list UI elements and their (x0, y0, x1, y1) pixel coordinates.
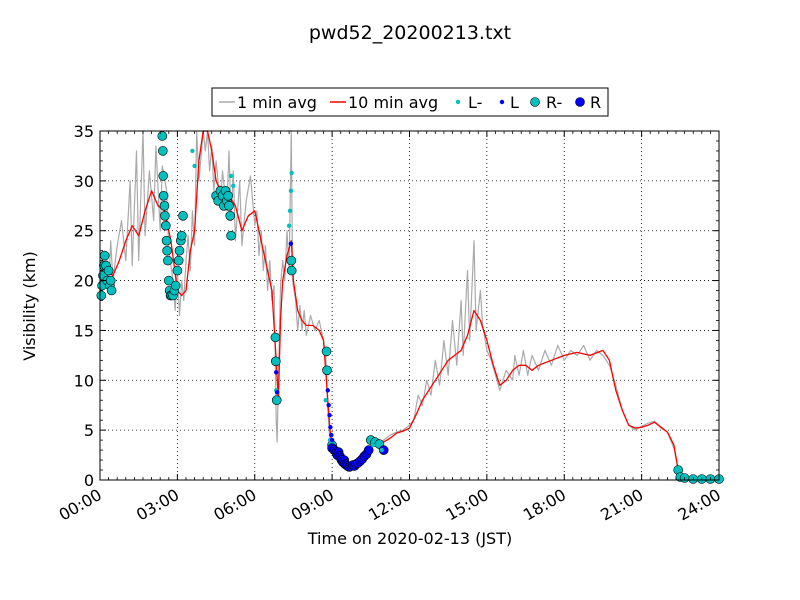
x-axis-label: Time on 2020-02-13 (JST) (307, 529, 512, 548)
legend-swatch-l (455, 99, 461, 105)
r-marker (226, 230, 236, 241)
r-marker (286, 255, 297, 266)
r-marker (96, 290, 107, 301)
l-marker (325, 388, 330, 393)
l-marker (190, 148, 195, 154)
legend-label-r: R- (546, 93, 562, 112)
l-marker (329, 437, 335, 443)
r-marker (321, 346, 332, 357)
r-marker (99, 250, 110, 261)
legend-swatch-r (530, 97, 540, 107)
l-marker (323, 398, 328, 403)
y-tick-label: 15 (74, 321, 94, 340)
l-marker (288, 188, 294, 193)
r-marker (103, 265, 114, 276)
y-tick-label: 0 (84, 471, 94, 490)
r-marker (105, 275, 116, 286)
l-marker (379, 447, 384, 453)
r-marker (161, 235, 172, 246)
r-marker (174, 245, 185, 256)
y-tick-label: 5 (84, 421, 94, 440)
y-tick-label: 10 (74, 371, 94, 390)
chart-title: pwd52_20200213.txt (309, 22, 511, 44)
l-marker (231, 183, 236, 188)
l-marker (192, 163, 197, 169)
legend-box (211, 87, 609, 117)
y-tick-label: 25 (74, 222, 94, 241)
r-marker (163, 255, 173, 266)
r-marker (164, 275, 174, 286)
legend-label-10-min-avg: 10 min avg (348, 93, 438, 112)
r-marker (286, 265, 297, 276)
r-marker (157, 131, 168, 141)
r-marker (225, 211, 235, 221)
r-marker (270, 332, 281, 343)
r-marker (162, 245, 172, 256)
r-marker (176, 230, 187, 241)
l-marker (328, 425, 333, 430)
y-axis-label: Visibility (km) (20, 251, 39, 360)
l-marker (274, 370, 279, 375)
l-marker (274, 390, 280, 395)
r-marker (160, 211, 170, 221)
r-marker (158, 171, 168, 181)
legend-swatch-l (499, 99, 505, 105)
legend-swatch-r (575, 97, 585, 107)
r-marker (363, 445, 374, 455)
legend-label-l: L (510, 93, 519, 112)
r-marker (158, 146, 168, 156)
r-marker (322, 365, 332, 376)
l-marker (370, 442, 376, 448)
l-marker (286, 223, 292, 228)
r-marker (223, 191, 233, 201)
r-marker (224, 201, 234, 211)
legend-label-r: R (590, 93, 601, 112)
legend: 1 min avg 10 min avg L- L R- R (211, 87, 609, 117)
y-tick-label: 20 (74, 272, 94, 291)
r-marker (158, 191, 169, 201)
r-marker (106, 285, 117, 296)
r-marker (178, 211, 188, 221)
r-marker (270, 356, 281, 367)
r-marker (172, 265, 183, 276)
1-min-avg-line (99, 130, 719, 480)
plot-area (100, 131, 719, 480)
l-marker (228, 173, 234, 179)
l-marker (288, 241, 294, 246)
r-marker (161, 220, 171, 231)
l-marker (327, 413, 332, 418)
r-marker (173, 255, 184, 266)
r-marker (170, 280, 181, 291)
y-tick-label: 30 (74, 172, 94, 191)
legend-label-1-min-avg: 1 min avg (237, 93, 317, 112)
l-marker (329, 432, 334, 438)
l-marker (287, 208, 293, 213)
legend-label-l: L- (468, 93, 482, 112)
l-marker (289, 170, 294, 176)
r-marker (159, 201, 170, 211)
series-1min-avg (99, 130, 719, 480)
l-marker (326, 403, 331, 408)
r-marker (271, 395, 282, 406)
y-tick-label: 35 (74, 122, 94, 141)
precipitation-markers (96, 131, 724, 484)
